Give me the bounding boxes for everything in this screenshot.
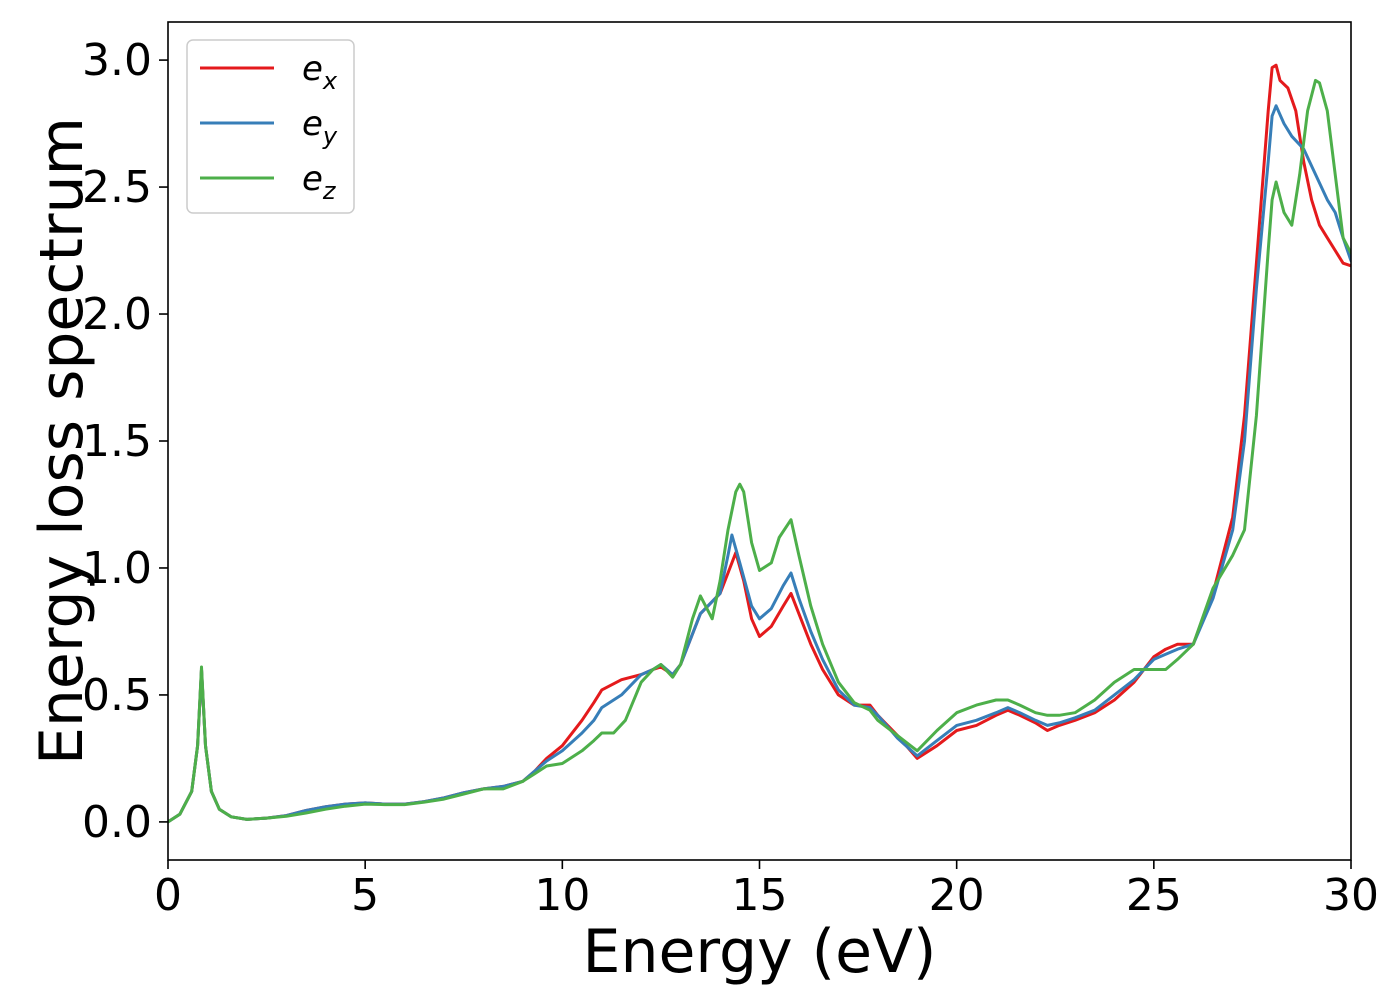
y-tick-label: 2.5 <box>82 162 152 213</box>
y-axis-ticks: 0.0 0.5 1.0 1.5 2.0 2.5 3.0 <box>82 35 168 848</box>
x-tick-label: 0 <box>154 870 182 921</box>
legend-label-ex: ex <box>302 49 338 95</box>
series-line-ez <box>168 78 1351 824</box>
x-tick-label: 10 <box>534 870 590 921</box>
legend-label-ey: ey <box>302 104 338 150</box>
x-axis-label: Energy (eV) <box>583 917 937 987</box>
x-tick-label: 30 <box>1323 870 1379 921</box>
y-tick-label: 3.0 <box>82 35 152 86</box>
y-tick-label: 1.5 <box>82 416 152 467</box>
legend-box <box>186 39 355 214</box>
y-tick-label: 0.5 <box>82 670 152 721</box>
legend: ex ey ez <box>186 39 355 214</box>
y-tick-label: 1.0 <box>82 543 152 594</box>
y-tick-label: 0.0 <box>82 797 152 848</box>
x-axis-ticks: 0 5 10 15 20 25 30 <box>154 860 1379 921</box>
x-tick-label: 25 <box>1126 870 1182 921</box>
legend-label-ez: ez <box>302 159 337 205</box>
series-line-ey <box>168 104 1351 824</box>
x-tick-label: 5 <box>351 870 379 921</box>
x-tick-label: 20 <box>929 870 985 921</box>
plot-lines <box>168 63 1351 824</box>
y-axis-label: Energy loss spectrum <box>27 117 97 765</box>
y-tick-label: 2.0 <box>82 289 152 340</box>
x-tick-label: 15 <box>732 870 788 921</box>
